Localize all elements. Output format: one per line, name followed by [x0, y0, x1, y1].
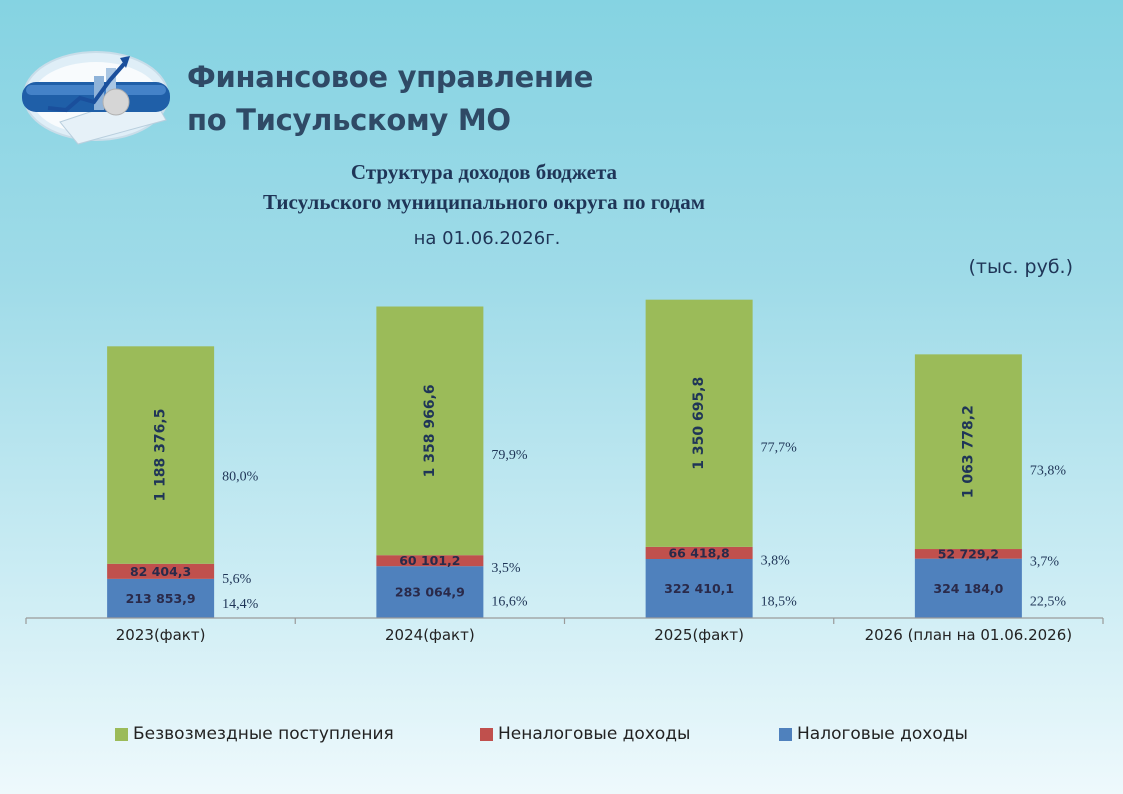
organization-name-line2: по Тисульскому МО: [187, 103, 511, 137]
bar-segment-free: [376, 306, 484, 556]
bar-segment-nontax: [376, 555, 484, 567]
legend-swatch-nontax: [480, 727, 493, 741]
bar-segment-free: [645, 299, 753, 547]
percent-label-nontax: 5,6%: [222, 572, 252, 587]
data-label-tax: 322 410,1: [664, 581, 734, 596]
legend-item-free: Безвозмездные поступления: [115, 724, 394, 744]
bar-segment-tax: [914, 558, 1022, 618]
chart-title-line1: Структура доходов бюджета: [350, 160, 618, 184]
x-tick-label: 2025(факт): [654, 626, 744, 644]
legend-item-nontax: Неналоговые доходы: [480, 724, 690, 744]
data-label-nontax: 82 404,3: [130, 564, 191, 579]
logo-icon: [22, 51, 170, 145]
data-label-tax: 213 853,9: [126, 591, 196, 606]
bar-segment-nontax: [107, 563, 215, 579]
x-tick-label: 2024(факт): [385, 626, 475, 644]
report-date: на 01.06.2026г.: [413, 228, 561, 249]
legend-swatch-free: [115, 727, 128, 741]
percent-label-tax: 14,4%: [222, 597, 259, 612]
percent-label-tax: 16,6%: [491, 595, 528, 610]
percent-label-free: 73,8%: [1030, 464, 1067, 479]
legend-item-tax: Налоговые доходы: [779, 724, 968, 744]
data-label-nontax: 52 729,2: [938, 546, 999, 561]
units-label: (тыс. руб.): [968, 256, 1073, 278]
bar-segment-tax: [107, 578, 215, 618]
bar-segment-nontax: [914, 549, 1022, 559]
bar-segment-tax: [645, 558, 753, 618]
percent-label-tax: 18,5%: [761, 595, 798, 610]
data-label-free: 1 063 778,2: [960, 405, 976, 498]
chart-legend: Безвозмездные поступления Неналоговые до…: [0, 724, 1123, 748]
data-label-free: 1 358 966,6: [422, 384, 438, 477]
data-label-free: 1 188 376,5: [153, 409, 169, 502]
bar-segment-nontax: [645, 546, 753, 559]
percent-label-nontax: 3,5%: [491, 561, 521, 576]
bar-segment-free: [107, 346, 215, 564]
data-label-tax: 283 064,9: [395, 585, 465, 600]
percent-label-nontax: 3,8%: [761, 553, 791, 568]
data-label-free: 1 350 695,8: [691, 377, 707, 470]
data-label-tax: 324 184,0: [933, 581, 1003, 596]
bar-segment-tax: [376, 566, 484, 618]
x-tick-label: 2023(факт): [116, 626, 206, 644]
data-label-nontax: 60 101,2: [399, 553, 460, 568]
legend-swatch-tax: [779, 727, 792, 741]
organization-name-line1: Финансовое управление: [187, 60, 594, 94]
percent-label-nontax: 3,7%: [1030, 554, 1060, 569]
percent-label-tax: 22,5%: [1030, 595, 1067, 610]
legend-label-nontax: Неналоговые доходы: [498, 724, 691, 744]
x-tick-label: 2026 (план на 01.06.2026): [865, 626, 1072, 644]
percent-label-free: 79,9%: [491, 448, 528, 463]
percent-label-free: 80,0%: [222, 469, 259, 484]
legend-label-tax: Налоговые доходы: [797, 724, 968, 744]
bar-segment-free: [914, 354, 1022, 550]
legend-label-free: Безвозмездные поступления: [133, 724, 394, 744]
chart-title-line2: Тисульского муниципального округа по год…: [262, 190, 706, 214]
percent-label-free: 77,7%: [761, 440, 798, 455]
data-label-nontax: 66 418,8: [668, 545, 729, 560]
